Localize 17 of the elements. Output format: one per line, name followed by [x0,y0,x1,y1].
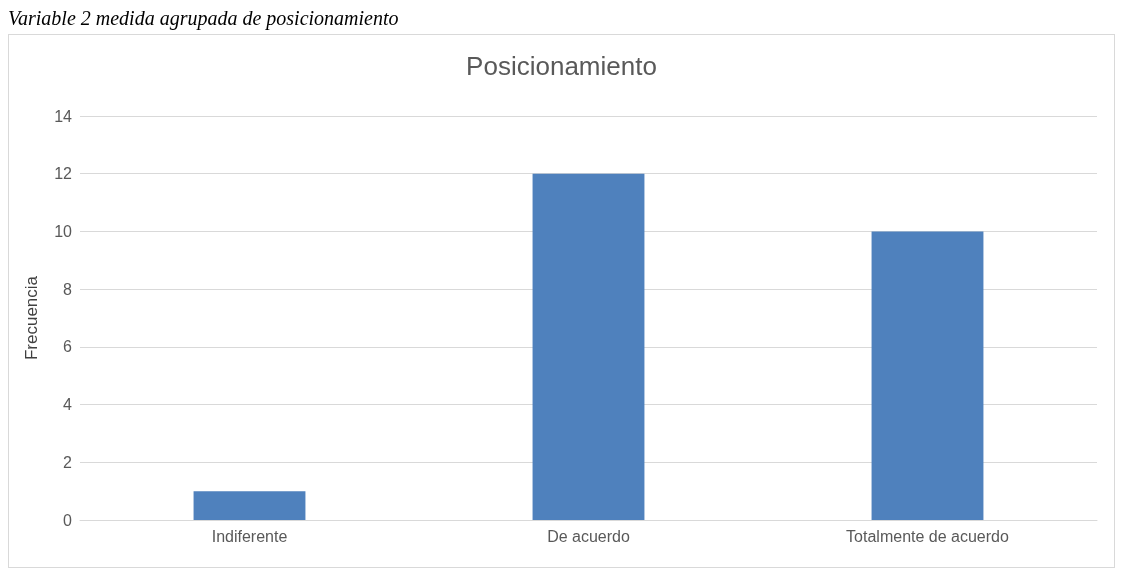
x-tick-label: Totalmente de acuerdo [846,527,1009,545]
y-tick-label: 12 [54,165,73,183]
x-tick-label: De acuerdo [547,527,630,545]
bar [532,173,645,520]
y-tick-label: 8 [63,280,73,298]
y-tick-label: 0 [63,511,73,529]
x-tick-label: Indiferente [211,527,288,545]
bar [871,231,984,520]
y-tick-label: 2 [63,453,73,471]
y-tick-label: 6 [63,338,73,356]
y-tick-label: 14 [54,107,73,125]
y-axis-title: Frecuencia [22,275,41,361]
y-tick-label: 4 [63,396,73,414]
y-tick-label: 10 [54,222,73,240]
bar [193,491,306,520]
chart-title: Posicionamiento [466,51,657,81]
text: Variable 2 medida agrupada de posicionamiento [8,7,399,30]
